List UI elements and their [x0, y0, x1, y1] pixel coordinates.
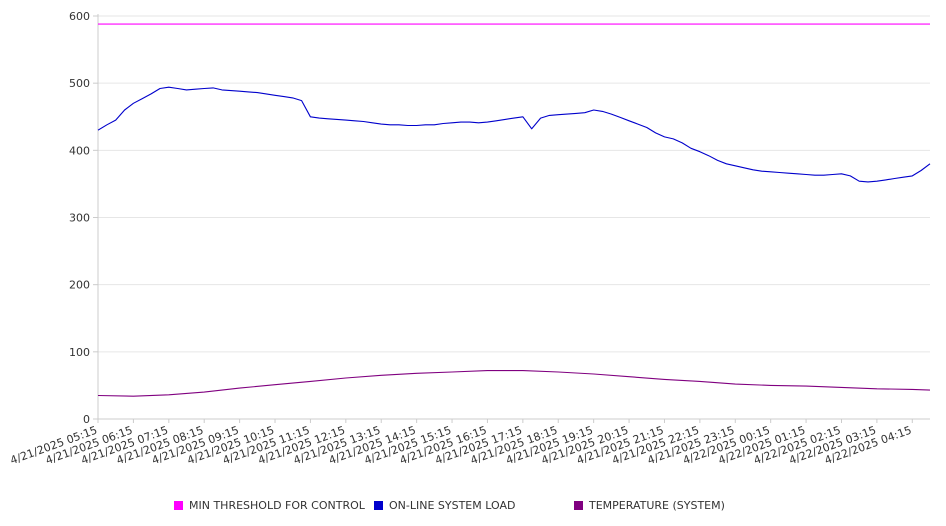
- y-tick-label: 0: [83, 413, 90, 426]
- legend-swatch-temperature: [574, 500, 583, 510]
- legend-item-min-threshold: MIN THRESHOLD FOR CONTROL: [174, 497, 365, 513]
- series-line-1: [97, 86, 931, 183]
- y-tick-label: 100: [69, 346, 90, 359]
- legend-item-temperature: TEMPERATURE (SYSTEM): [574, 497, 725, 513]
- y-tick-label: 300: [69, 212, 90, 225]
- legend-label-temperature: TEMPERATURE (SYSTEM): [589, 498, 725, 512]
- legend-label-system-load: ON-LINE SYSTEM LOAD: [389, 498, 516, 512]
- legend-swatch-system-load: [374, 500, 383, 510]
- y-tick-label: 600: [69, 10, 90, 23]
- y-tick-label: 400: [69, 144, 90, 157]
- series-line-2: [97, 370, 931, 397]
- legend-label-min-threshold: MIN THRESHOLD FOR CONTROL: [189, 498, 365, 512]
- legend: MIN THRESHOLD FOR CONTROL ON-LINE SYSTEM…: [0, 497, 946, 515]
- y-tick-label: 500: [69, 77, 90, 90]
- legend-swatch-min-threshold: [174, 500, 183, 510]
- y-tick-label: 200: [69, 279, 90, 292]
- legend-item-system-load: ON-LINE SYSTEM LOAD: [374, 497, 515, 513]
